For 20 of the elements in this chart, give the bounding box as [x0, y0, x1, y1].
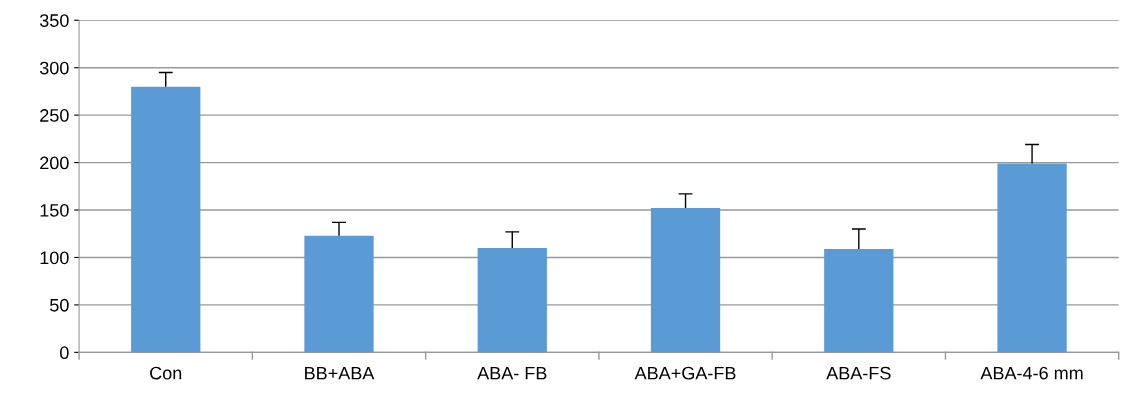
y-tick-label: 200 — [40, 156, 69, 170]
bar — [304, 235, 374, 353]
y-tick-label: 0 — [60, 346, 69, 360]
y-tick-label: 300 — [39, 61, 69, 75]
bar — [650, 208, 721, 353]
x-tick-label: ABA-4-6 mm — [980, 366, 1083, 380]
y-tick-label: 150 — [40, 203, 69, 217]
y-tick-label: 350 — [39, 14, 69, 27]
y-tick-label: 250 — [40, 109, 69, 122]
y-tick-label: 100 — [40, 251, 69, 265]
x-tick-label: ABA+GA-FB — [634, 366, 736, 380]
y-tick-label: 50 — [50, 298, 69, 312]
bar — [824, 248, 894, 353]
bar — [997, 163, 1067, 353]
x-tick-label: ABA- FB — [477, 366, 547, 380]
bar — [131, 86, 201, 353]
bar — [477, 247, 547, 353]
x-tick-label: ABA-FS — [826, 366, 891, 380]
x-tick-label: Con — [150, 366, 182, 380]
x-tick-label: BB+ABA — [305, 366, 375, 380]
